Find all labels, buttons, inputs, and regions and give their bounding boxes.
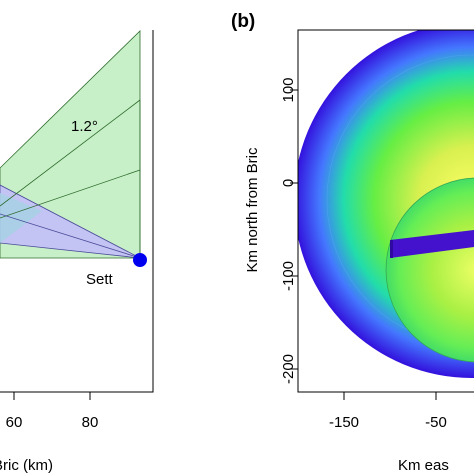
panel-b-xtick-label: -50 — [425, 414, 447, 431]
panel-b-y-axis-label: Km north from Bric — [244, 147, 261, 273]
panel-b-ytick-label: 0 — [280, 179, 297, 187]
green-beam-ray-1 — [0, 99, 141, 207]
panel-b-ytick-label: -100 — [280, 261, 297, 291]
station-marker — [133, 253, 147, 267]
panel-b-ytick-label: 100 — [280, 77, 297, 102]
panel-a-x-ticks — [13, 392, 91, 400]
panel-b-y-ticks — [290, 89, 298, 370]
panel-b-xtick-label: -150 — [329, 414, 359, 431]
panel-a-xtick-label: 80 — [82, 414, 99, 431]
blue-beam-center — [0, 213, 141, 259]
station-label: Sett — [86, 271, 114, 288]
beam-angle-label: 1.2° — [71, 118, 98, 135]
panel-b-x-axis-label: Km eas — [398, 457, 449, 474]
panel-a-xtick-label: 60 — [6, 414, 23, 431]
small-coverage-disc — [385, 177, 474, 363]
panel-b-x-ticks — [343, 392, 437, 400]
panel-b: (b) 100 0 -100 -200 -150 -50 Km eas Km n… — [231, 11, 474, 474]
panel-a: 1.2° Sett 60 80 Bric (km) — [0, 30, 154, 474]
green-beam-ray-2 — [0, 169, 141, 219]
blue-beam — [0, 184, 141, 259]
panel-a-x-axis-label: Bric (km) — [0, 457, 53, 474]
overlap-region — [0, 185, 42, 243]
panel-b-frame — [297, 29, 474, 393]
panel-b-ytick-label: -200 — [280, 354, 297, 384]
panel-b-letter: (b) — [231, 11, 255, 32]
blue-strip — [390, 230, 474, 258]
panel-a-frame — [0, 30, 154, 393]
